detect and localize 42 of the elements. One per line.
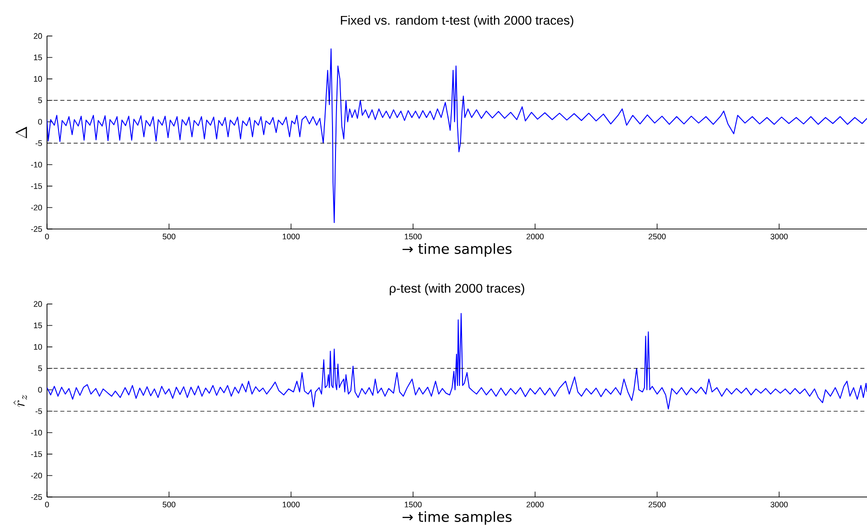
y-tick-label: -5 [36, 408, 42, 414]
x-tick-label: 1000 [282, 502, 300, 508]
x-tick-label: 2500 [648, 234, 666, 240]
y-axis-title: $\Delta$ [15, 126, 27, 138]
x-tick-label: 2000 [526, 502, 544, 508]
x-tick-label: 3000 [770, 234, 788, 240]
x-tick-label: 1500 [404, 234, 422, 240]
y-tick-label: -5 [36, 140, 42, 146]
x-tick-label: 500 [162, 234, 176, 240]
y-tick-label: 5 [38, 98, 42, 104]
y-tick-label: 20 [34, 301, 42, 307]
y-tick-label: -25 [31, 226, 42, 232]
y-tick-label: 5 [38, 366, 42, 372]
y-tick-label: 10 [34, 76, 42, 82]
x-tick-label: 2000 [526, 234, 544, 240]
y-tick-label: -10 [31, 162, 42, 168]
y-tick-label: -10 [31, 430, 42, 436]
x-tick-label: 0 [45, 234, 49, 240]
y-tick-label: 0 [38, 386, 42, 393]
y-tick-label: 15 [34, 54, 42, 60]
y-tick-label: 15 [34, 322, 42, 328]
y-tick-label: -20 [31, 472, 42, 478]
line-series [47, 48, 867, 224]
x-tick-label: 0 [45, 502, 49, 508]
x-axis-title: → time samples [402, 511, 512, 525]
x-tick-label: 500 [162, 502, 176, 508]
x-tick-label: 2500 [648, 502, 666, 508]
x-axis-title: → time samples [402, 243, 512, 257]
y-tick-label: -20 [31, 204, 42, 210]
y-tick-label: 0 [38, 118, 42, 125]
chart-title: Fixed vs. random t-test (with 2000 traces) [340, 15, 574, 28]
x-tick-label: 1500 [404, 502, 422, 508]
chart-title: ρ-test (with 2000 traces) [390, 283, 524, 296]
line-series [47, 312, 867, 410]
y-axis-title: $\hat{r}_z$ [13, 394, 28, 407]
y-tick-label: -15 [31, 183, 42, 189]
y-tick-label: -25 [31, 494, 42, 500]
y-tick-label: 20 [34, 33, 42, 39]
y-tick-label: -15 [31, 451, 42, 457]
x-tick-label: 3000 [770, 502, 788, 508]
y-tick-label: 10 [34, 344, 42, 350]
x-tick-label: 1000 [282, 234, 300, 240]
